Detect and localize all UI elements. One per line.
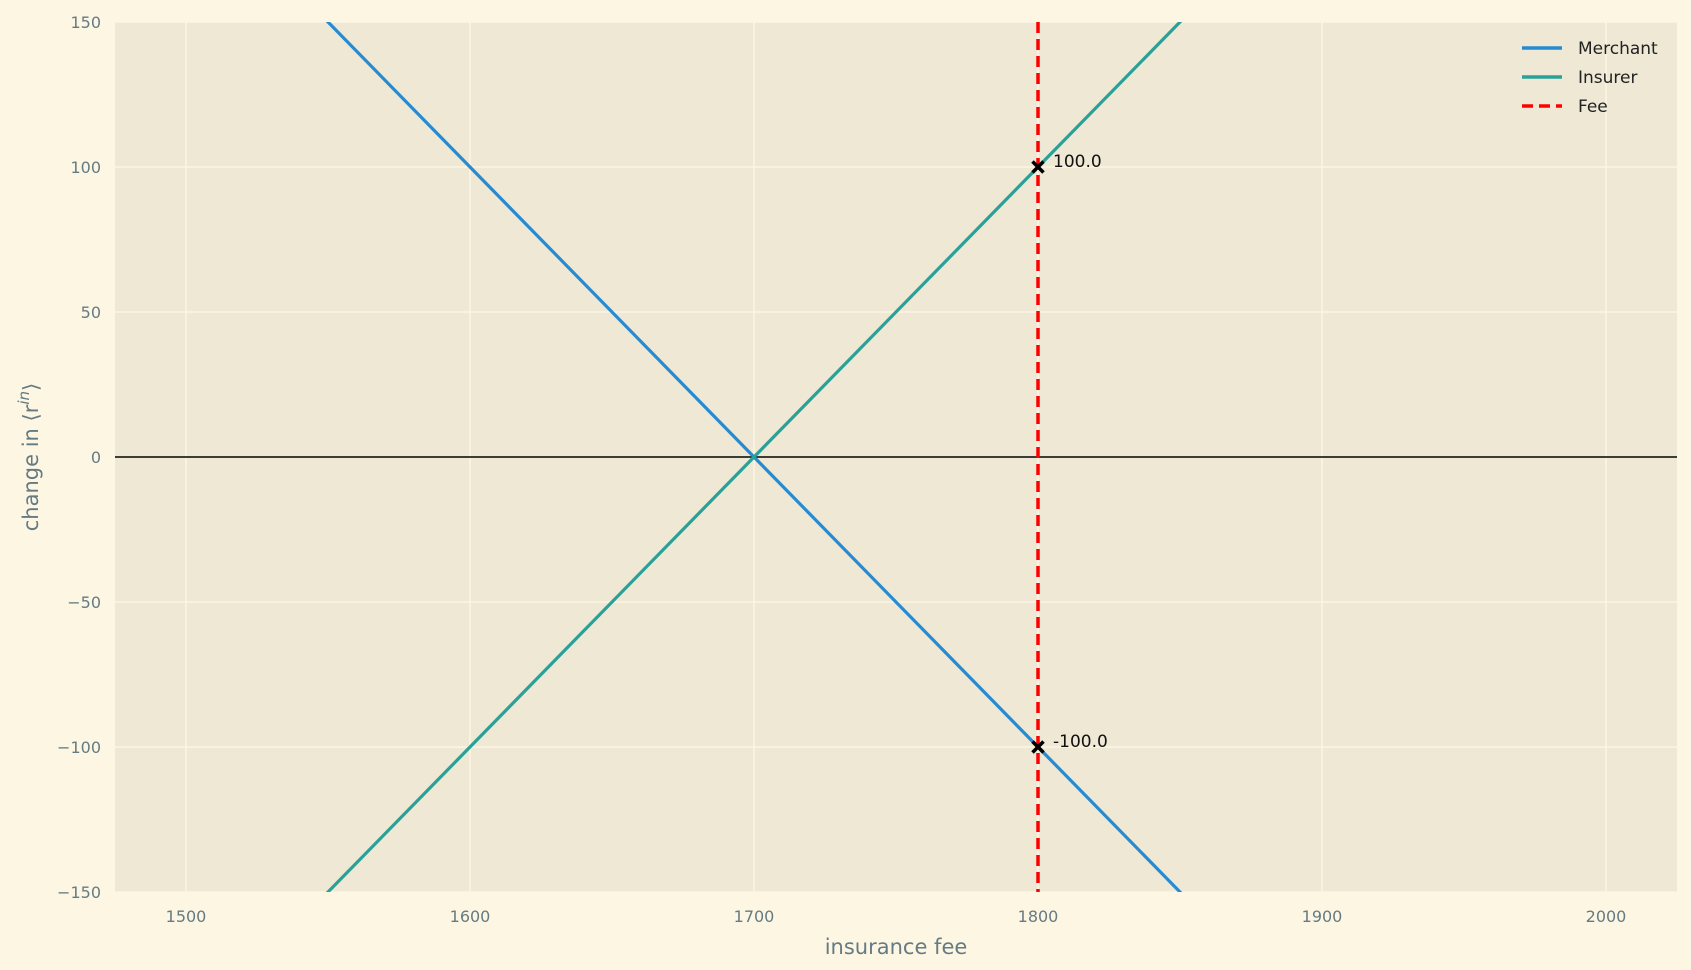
y-axis-label: change in ⟨rin⟩ — [15, 383, 43, 532]
x-tick-label: 1900 — [1302, 907, 1343, 926]
annotation-marker — [1031, 740, 1045, 754]
x-tick-label: 2000 — [1586, 907, 1627, 926]
y-axis-label-close: ⟩ — [19, 383, 43, 391]
x-marker-stroke — [1031, 160, 1045, 174]
y-axis-label-superscript: in — [15, 391, 33, 405]
x-tick-label: 1500 — [166, 907, 207, 926]
x-marker-stroke — [1031, 740, 1045, 754]
legend-label-fee: Fee — [1578, 97, 1608, 117]
x-tick-label: 1700 — [734, 907, 775, 926]
annotation-label: -100.0 — [1053, 732, 1108, 752]
y-tick-label: −50 — [67, 593, 101, 612]
x-axis-label: insurance fee — [825, 935, 968, 959]
y-tick-label: 150 — [70, 13, 101, 32]
legend-label-insurer: Insurer — [1578, 68, 1637, 88]
y-tick-label: 0 — [91, 448, 101, 467]
y-axis-label-main: change in ⟨r — [19, 404, 43, 531]
tick-labels: 1500 1600 1700 1800 1900 2000 150 100 50 0 −50 −100… — [57, 13, 1626, 926]
y-tick-label: −150 — [57, 883, 101, 902]
insurer-line — [325, 22, 1183, 892]
annotation-marker — [1031, 160, 1045, 174]
y-tick-label: 50 — [81, 303, 101, 322]
legend: Merchant Insurer Fee — [1522, 39, 1658, 117]
y-tick-label: 100 — [70, 158, 101, 177]
x-tick-label: 1800 — [1018, 907, 1059, 926]
annotations: 100.0 -100.0 — [1031, 152, 1108, 754]
y-tick-label: −100 — [57, 738, 101, 757]
legend-label-merchant: Merchant — [1578, 39, 1658, 59]
x-tick-label: 1600 — [450, 907, 491, 926]
merchant-line — [325, 22, 1183, 892]
annotation-label: 100.0 — [1053, 152, 1102, 172]
